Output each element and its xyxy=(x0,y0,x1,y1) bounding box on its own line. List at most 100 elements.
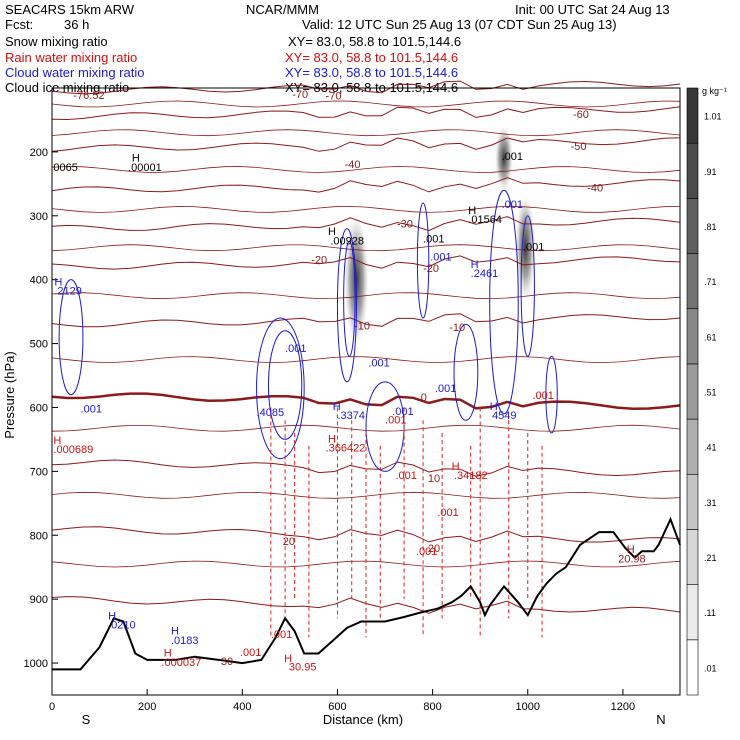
contour-label: .00001 xyxy=(128,162,162,174)
y-tick-label: 1000 xyxy=(24,658,48,670)
cloud-water-contour xyxy=(520,215,535,357)
colorbar-swatch xyxy=(686,253,699,310)
fcst-value: 36 h xyxy=(64,17,90,32)
contour-label: -70 xyxy=(292,89,308,101)
temperature-contour xyxy=(51,80,681,95)
contour-label: H xyxy=(452,461,460,473)
y-tick-label: 400 xyxy=(30,275,48,287)
contour-label: H xyxy=(284,653,292,665)
x-tick-label: 0 xyxy=(49,701,55,713)
contour-label: .001 xyxy=(385,414,406,426)
south-label: S xyxy=(82,712,91,727)
y-tick-label: 800 xyxy=(30,530,48,542)
colorbar-swatch xyxy=(686,529,699,585)
contour-label: .34182 xyxy=(454,470,488,482)
fcst-label: Fcst: xyxy=(5,17,34,32)
temperature-contour xyxy=(51,106,681,121)
contour-label: -20 xyxy=(423,263,439,275)
temperature-contour xyxy=(51,137,681,152)
contour-label: H xyxy=(471,259,479,271)
contour-label: .01564 xyxy=(468,214,502,226)
contour-label: -76.52 xyxy=(73,90,104,102)
colorbar-label: .31 xyxy=(704,498,717,508)
contour-label: .001 xyxy=(240,647,261,659)
temperature-contour xyxy=(51,292,681,300)
contour-label: H xyxy=(468,205,476,217)
contour-label: .001 xyxy=(368,358,389,370)
contour-label: H xyxy=(53,435,61,447)
contour-label: .001 xyxy=(285,343,306,355)
cloud-water-contour xyxy=(336,228,357,383)
colorbar-label: .01 xyxy=(704,663,717,673)
colorbar-label: .61 xyxy=(704,332,717,342)
init-label: Init: 00 UTC Sat 24 Aug 13 xyxy=(515,2,670,17)
contour-label: H xyxy=(171,625,179,637)
contour-label: 4549 xyxy=(492,410,516,422)
legend-rain-name: Rain water mixing ratio xyxy=(5,50,138,65)
legend-snow-name: Snow mixing ratio xyxy=(5,34,108,49)
colorbar-label: .51 xyxy=(704,388,717,398)
temperature-contour xyxy=(51,166,681,173)
y-tick-label: 300 xyxy=(30,211,48,223)
contour-label: .000689 xyxy=(53,444,93,456)
cloud-water-contour xyxy=(489,189,519,415)
contour-label: -10 xyxy=(354,321,370,333)
colorbar-swatch xyxy=(686,473,699,530)
cloud-water-contour xyxy=(267,330,303,440)
contour-label: .001 xyxy=(395,470,416,482)
legend-cloud-water-xy: XY= 83.0, 58.8 to 101.5,144.6 xyxy=(285,65,459,80)
x-tick-label: 200 xyxy=(138,701,156,713)
x-tick-label: 600 xyxy=(328,701,346,713)
contour-label: H xyxy=(333,401,341,413)
colorbar-swatch xyxy=(686,639,699,696)
contour-label: .4085 xyxy=(257,407,285,419)
x-tick-label: 400 xyxy=(233,701,251,713)
colorbar-swatch xyxy=(686,584,699,641)
cloud-water-contour xyxy=(545,355,558,434)
contour-label: H xyxy=(328,226,336,238)
contour-label: H xyxy=(108,611,116,623)
terrain-line xyxy=(52,516,681,671)
contour-label: .001 xyxy=(81,404,102,416)
y-tick-label: 700 xyxy=(30,466,48,478)
colorbar-label: .71 xyxy=(704,277,717,287)
contour-label: -40 xyxy=(345,159,361,171)
cloud-water-contour xyxy=(343,240,356,357)
contour-label: .001 xyxy=(430,252,451,264)
legend-cloud-water-name: Cloud water mixing ratio xyxy=(5,65,145,80)
x-axis: 0 200 400 600 800 1000 1200 xyxy=(49,689,635,713)
colorbar-swatch xyxy=(686,418,699,475)
colorbar-unit: g kg⁻¹ xyxy=(702,86,727,96)
contour-label: .000037 xyxy=(161,657,201,669)
contour-label: 20.98 xyxy=(618,554,646,566)
model-title: SEAC4RS 15km ARW xyxy=(5,2,135,17)
x-tick-label: 1000 xyxy=(516,701,540,713)
contour-label: 0 xyxy=(421,392,427,404)
contour-label: -50 xyxy=(571,141,587,153)
temperature-contour xyxy=(51,129,681,137)
temperature-contour xyxy=(51,205,681,213)
temperature-contour xyxy=(51,255,681,270)
colorbar-label: .91 xyxy=(704,167,717,177)
temperature-contour xyxy=(51,392,681,411)
y-axis-label: Pressure (hPa) xyxy=(2,351,17,438)
contour-label: H xyxy=(164,648,172,660)
contour-label: H xyxy=(132,152,140,164)
contour-label: .0183 xyxy=(171,635,199,647)
contour-label: .366422 xyxy=(326,443,366,455)
contour-label: .2129 xyxy=(54,285,82,297)
colorbar-label: .21 xyxy=(704,553,717,563)
contour-label: .001 xyxy=(502,151,523,163)
contour-label: .001 xyxy=(423,234,444,246)
temperature-contour xyxy=(51,313,681,328)
contour-label: .00928 xyxy=(330,236,364,248)
y-tick-label: 200 xyxy=(30,147,48,159)
contour-label: 20 xyxy=(283,536,295,548)
x-tick-label: 1200 xyxy=(611,701,635,713)
cloud-water-contour xyxy=(453,323,479,421)
legend-rain-xy: XY= 83.0, 58.8 to 101.5,144.6 xyxy=(285,50,459,65)
y-tick-label: 600 xyxy=(30,402,48,414)
contour-label: .0210 xyxy=(108,620,136,632)
y-tick-label: 900 xyxy=(30,594,48,606)
contour-label: 30.95 xyxy=(289,662,317,674)
